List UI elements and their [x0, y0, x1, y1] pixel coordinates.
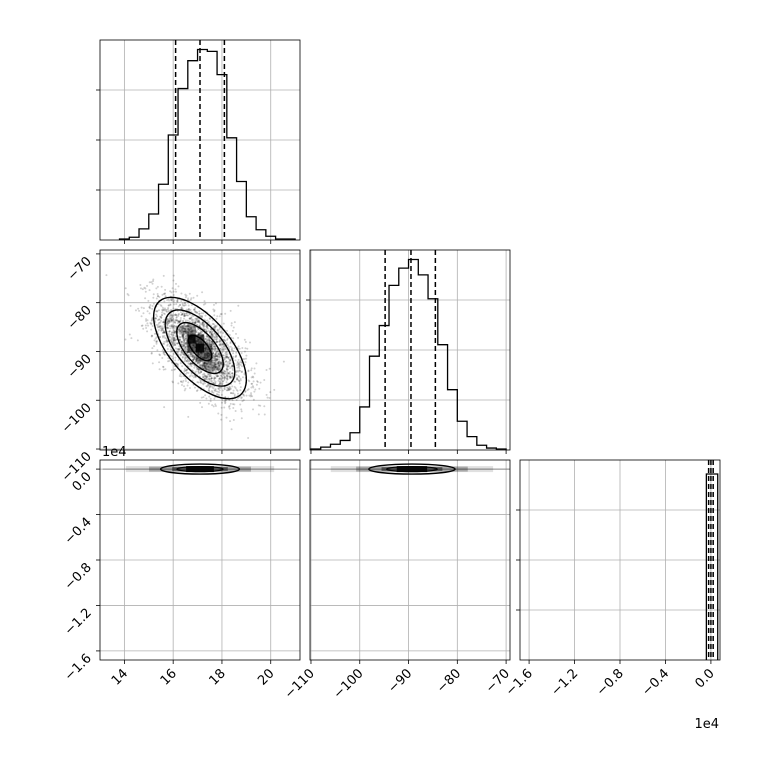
panel-2d-content-0-1 — [105, 274, 285, 440]
contour-1 — [176, 321, 224, 375]
contour-inner — [176, 465, 224, 473]
panel-2d-frame-1-2 — [309, 459, 511, 661]
contour-3 — [152, 296, 248, 400]
y-tick-label-2-0: −1.6 — [62, 651, 95, 684]
histogram-step-0 — [118, 48, 296, 240]
x-tick-label-2-3: −0.4 — [639, 666, 672, 699]
panel-2d-frame-0-1 — [99, 249, 301, 451]
y-tick-label-1-3: −80 — [65, 303, 95, 333]
x-tick-label-2-4: 0.0 — [693, 666, 718, 691]
histogram-frame-1 — [309, 249, 511, 451]
x-tick-label-0-1: 16 — [158, 666, 180, 688]
density-core — [396, 466, 428, 473]
y-tick-label-2-2: −0.8 — [62, 560, 95, 593]
x-tick-label-1-3: −80 — [434, 666, 464, 696]
x-tick-label-2-0: −1.6 — [503, 666, 536, 699]
x-tick-label-0-3: 20 — [255, 666, 277, 688]
panel-2d-content-1-2 — [310, 463, 510, 475]
x-tick-label-0-2: 18 — [206, 666, 228, 688]
contour-outer — [159, 463, 241, 475]
histogram-step-2 — [705, 473, 719, 660]
contour-0 — [187, 334, 213, 362]
panel-2d-content-0-2 — [102, 463, 298, 475]
density-core — [186, 466, 214, 473]
y-tick-label-2-1: −1.2 — [62, 606, 95, 639]
x-tick-label-2-1: −1.2 — [548, 666, 581, 699]
x-tick-label-0-0: 14 — [109, 666, 131, 688]
x-tick-label-1-1: −100 — [331, 666, 367, 702]
histogram-step-1 — [310, 258, 507, 450]
histogram-frame-0 — [99, 39, 301, 241]
x-tick-label-1-2: −90 — [385, 666, 415, 696]
x-tick-label-1-0: −110 — [282, 666, 318, 702]
contour-outer — [368, 463, 456, 475]
contour-2 — [164, 309, 236, 387]
y-offset-label: 1e4 — [102, 445, 127, 460]
x-offset-label: 1e4 — [694, 717, 719, 732]
y-tick-label-1-4: −70 — [65, 254, 95, 284]
y-tick-label-1-2: −90 — [65, 352, 95, 382]
contour-inner — [385, 465, 438, 473]
x-tick-label-2-2: −0.8 — [594, 666, 627, 699]
y-tick-label-1-1: −100 — [59, 400, 95, 436]
y-tick-label-2-3: −0.4 — [62, 515, 95, 548]
